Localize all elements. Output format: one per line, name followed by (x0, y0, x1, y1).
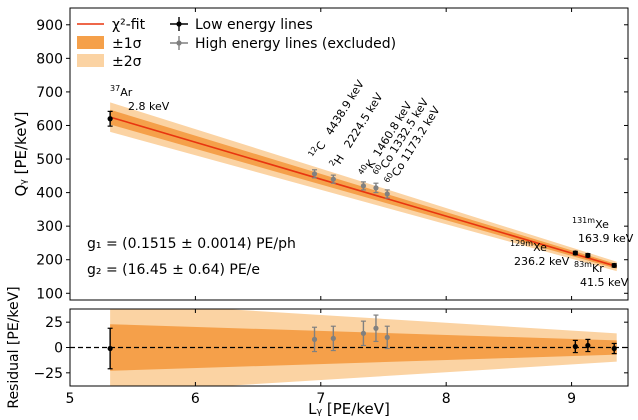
annotation-g1: g₁ = (0.1515 ± 0.0014) PE/ph (87, 236, 296, 252)
label-kr83m-element: Kr (592, 262, 604, 275)
main-y-tick-label: 600 (36, 118, 63, 134)
label-xe131m-isotope: 131mXe (572, 216, 609, 231)
label-xe129m-isotope: 129mXe (510, 239, 547, 254)
residual-data-point (107, 345, 113, 352)
residual-data-point (360, 330, 367, 336)
main-data-point (611, 262, 617, 269)
legend-label-fit: χ²-fit (112, 17, 146, 33)
main-data-point (107, 116, 113, 122)
main-y-axis-label: Qᵧ [PE/keV] (12, 111, 30, 196)
main-data-point (330, 176, 336, 182)
legend-label-low: Low energy lines (195, 17, 313, 33)
main-y-tick-label: 700 (36, 85, 63, 101)
legend-swatch-low-dot (176, 21, 182, 27)
main-data-point (585, 252, 591, 258)
legend-swatch-2sigma (77, 54, 104, 67)
x-tick-label: 7 (316, 391, 325, 407)
main-plot-area (107, 102, 617, 272)
annotation-g2: g₂ = (16.45 ± 0.64) PE/e (87, 262, 260, 278)
legend: χ²-fit ±1σ ±2σ Low energy lines High energy … (77, 17, 396, 70)
label-xe131m-element: Xe (595, 218, 609, 231)
label-xe129m-mass-number: 129m (510, 239, 533, 248)
label-kr83m-mass-number: 83m (574, 260, 592, 269)
residual-data-point (373, 325, 379, 331)
fit-line (109, 116, 617, 268)
main-y-tick-label: 200 (36, 253, 63, 269)
x-tick-label: 9 (567, 391, 576, 407)
label-ar37-isotope: 37Ar (110, 84, 133, 99)
label-ar37-element: Ar (120, 86, 133, 99)
legend-label-2sigma: ±2σ (112, 54, 142, 70)
residual-y-tick-label: 0 (54, 341, 63, 357)
residual-y-tick-label: −25 (33, 366, 63, 382)
main-data-point (311, 171, 318, 177)
main-data-point (384, 191, 390, 197)
x-tick-label: 6 (191, 391, 200, 407)
residual-data-point (384, 334, 390, 340)
legend-swatch-high-dot (176, 40, 182, 46)
legend-label-1sigma: ±1σ (112, 36, 142, 52)
main-data-point (360, 183, 367, 189)
residual-plot-area (70, 309, 628, 386)
main-y-tick-label: 400 (36, 186, 63, 202)
main-frame (69, 7, 629, 301)
main-y-tick-label: 900 (36, 18, 63, 34)
main-data-point (572, 250, 578, 256)
residual-data-point (572, 343, 578, 350)
label-ar37-energy: 2.8 keV (128, 100, 170, 113)
label-h2-isotope: 2H (327, 151, 347, 170)
legend-swatch-1sigma (77, 36, 104, 49)
x-tick-label: 5 (66, 391, 75, 407)
main-y-tick-label: 800 (36, 51, 63, 67)
residual-y-axis-label: Residual [PE/keV] (6, 286, 22, 408)
residual-data-point (330, 335, 336, 341)
label-xe131m-energy: 163.9 keV (578, 232, 634, 245)
label-xe131m-mass-number: 131m (572, 216, 595, 225)
x-tick-label: 8 (442, 391, 451, 407)
label-ar37-mass-number: 37 (110, 84, 120, 93)
main-y-tick-label: 500 (36, 152, 63, 168)
legend-label-high: High energy lines (excluded) (195, 36, 396, 52)
label-xe129m-energy: 236.2 keV (514, 255, 570, 268)
residual-y-tick-label: 25 (45, 315, 63, 331)
label-xe129m-element: Xe (533, 241, 547, 254)
x-axis-label: Lᵧ [PE/keV] (308, 400, 390, 418)
main-data-point (373, 185, 379, 191)
residual-data-point (311, 336, 318, 342)
residual-band-1sigma (110, 324, 617, 371)
main-y-tick-label: 100 (36, 286, 63, 302)
label-kr83m-isotope: 83mKr (574, 260, 604, 275)
label-c12-isotope: 12C (306, 138, 328, 161)
label-kr83m-energy: 41.5 keV (580, 276, 629, 289)
main-y-tick-label: 300 (36, 219, 63, 235)
residual-data-point (611, 345, 617, 352)
residual-data-point (585, 342, 591, 349)
label-h2-mass-number: 2 (327, 158, 337, 167)
